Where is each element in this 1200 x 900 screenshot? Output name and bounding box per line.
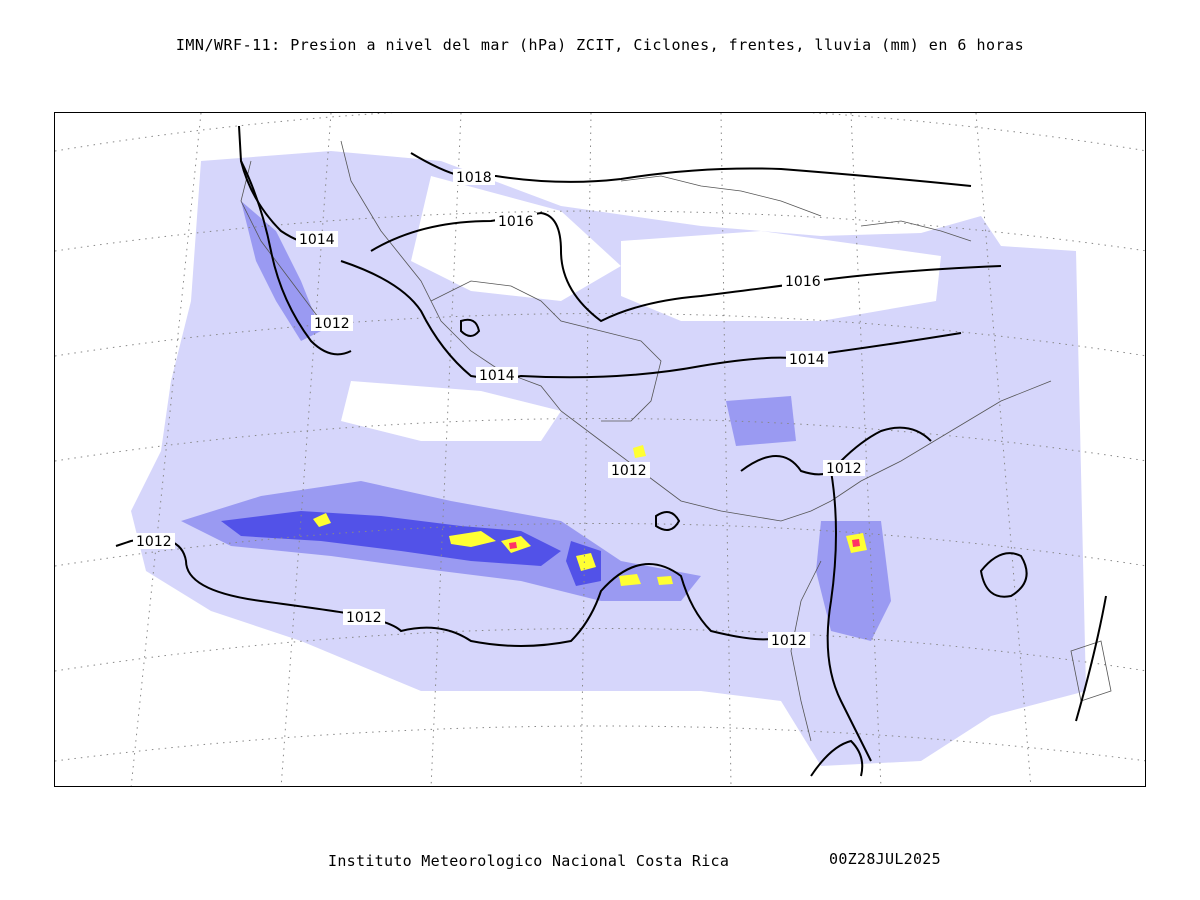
isobar-label-1012: 1012 [826,461,862,477]
lat-lon-grid [55,113,1145,786]
forecast-datetime: 00Z28JUL2025 [829,850,941,868]
isobar-south-cluster [810,739,864,777]
isobar-1012-main [115,537,772,647]
rain-intense-cell-1 [313,513,331,527]
isobar-label-1012: 1012 [771,633,807,649]
isobar-label-1016: 1016 [785,274,821,290]
isobar-1012-colombia [826,470,872,762]
isobar-label-1014: 1014 [479,368,515,384]
isobar-loop-2 [460,318,481,337]
rain-intense-cell-4 [576,553,596,571]
isobar-label-1012: 1012 [611,463,647,479]
isobar-loop-1 [979,552,1028,598]
map-title: IMN/WRF-11: Presion a nivel del mar (hPa… [175,36,1025,54]
rain-intense-cell-5 [619,574,641,586]
isobar-labels: 1018 1016 1016 1014 1014 1014 1012 1012 … [133,169,865,649]
isobar-label-1016: 1016 [498,214,534,230]
rain-heavy-band [221,511,561,566]
rain-intense-cell-7 [633,445,646,458]
isobar-1012-west [240,160,352,356]
rain-intense-cell-6 [657,576,673,585]
isobar-east [1075,595,1107,722]
weather-map[interactable]: 1018 1016 1016 1014 1014 1014 1012 1012 … [54,112,1146,787]
isobar-label-1012: 1012 [346,610,382,626]
rain-extreme-cell-2 [509,542,517,549]
rain-moderate-caribbean [726,396,796,446]
isobar-label-1014: 1014 [789,352,825,368]
isobar-label-1012: 1012 [314,316,350,332]
institution-name: Instituto Meteorologico Nacional Costa R… [328,852,730,870]
clear-region-gulf [411,176,621,301]
map-canvas: 1018 1016 1016 1014 1014 1014 1012 1012 … [55,113,1145,786]
coastlines [240,140,1112,742]
isobar-label-1012: 1012 [136,534,172,550]
clear-region-pacific [341,381,561,441]
clear-region-caribbean [621,231,941,321]
rain-extreme-cell [852,539,860,547]
isobar-1016 [370,211,1002,323]
isobar-label-1018: 1018 [456,170,492,186]
rain-intense-cell-2 [449,531,496,547]
isobar-label-1014: 1014 [299,232,335,248]
isobar-loop-3 [655,511,681,531]
rain-moderate-north [241,201,321,341]
